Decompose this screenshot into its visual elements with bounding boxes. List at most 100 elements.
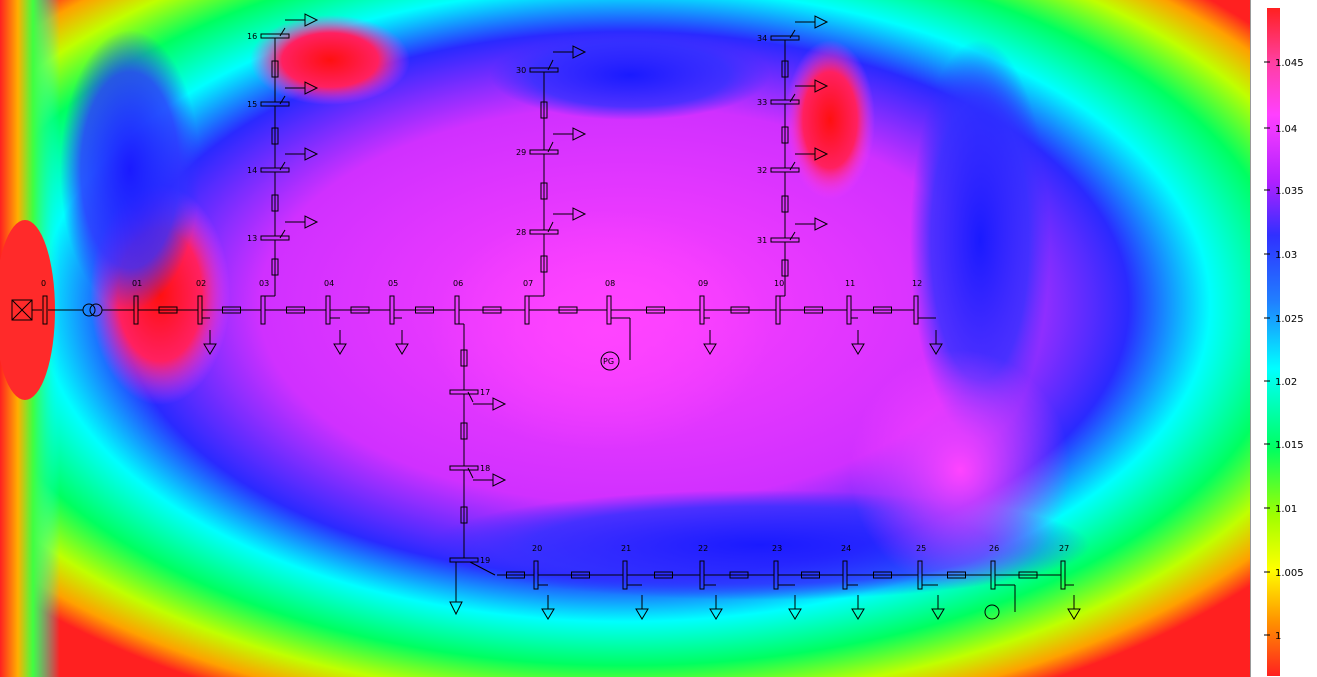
bus-label-b15: 15 [247,100,257,109]
load-arrow-right [304,147,319,161]
line-segment [547,221,554,233]
generator-symbol [984,604,1000,620]
load-arrow-down [851,343,865,355]
load-arrow-down [931,608,945,620]
impedance [222,306,241,314]
bus-label-b27: 27 [1059,544,1069,553]
line-segment [279,229,286,239]
impedance [781,195,789,213]
busbar [42,295,48,325]
bus-label-b34: 34 [757,34,767,43]
bus-label-b06: 06 [453,279,463,288]
legend-tick-label: 1.04 [1275,124,1297,135]
bus-label-b18: 18 [480,464,490,473]
bus-label-b29: 29 [516,148,526,157]
legend-tick-label: 1.025 [1275,314,1304,325]
bus-label-b24: 24 [841,544,851,553]
impedance [873,306,892,314]
bus-label-b02: 02 [196,279,206,288]
load-arrow-right [572,45,587,59]
load-arrow-down [851,608,865,620]
load-arrow-down [449,601,463,616]
line-segment [467,467,474,479]
load-arrow-right [492,397,507,411]
impedance [460,349,468,367]
impedance [801,571,820,579]
load-arrow-right [572,207,587,221]
load-arrow-down [709,608,723,620]
contour-red-34 [785,40,875,200]
impedance [158,306,178,314]
impedance [540,101,548,119]
contour-magenta-right [850,350,1070,590]
bus-label-b17: 17 [480,388,490,397]
line-segment [469,561,496,576]
load-arrow-right [814,15,829,29]
bus-label-b26: 26 [989,544,999,553]
load-arrow-right [304,215,319,229]
bus-label-b33: 33 [757,98,767,107]
bus-label-b32: 32 [757,166,767,175]
bus-label-b01: 01 [132,279,142,288]
generator-symbol [600,351,620,371]
busbar [529,67,559,73]
impedance [558,306,578,314]
impedance [1018,571,1038,579]
legend-tick-label: 1.03 [1275,250,1297,261]
impedance [730,306,750,314]
impedance [873,571,892,579]
line-segment [279,95,286,105]
busbar [449,557,479,563]
impedance [286,306,305,314]
impedance [804,306,823,314]
line-segment [789,29,796,39]
load-arrow-down [203,343,217,355]
bus-label-b11: 11 [845,279,855,288]
line-segment [789,231,796,241]
line-segment [279,27,286,37]
legend-tick-label: 1 [1275,631,1281,642]
legend-tick-label: 1.01 [1275,504,1297,515]
contour-blue-right [910,40,1050,440]
impedance [350,306,370,314]
load-arrow-down [333,343,347,355]
network-diagram [11,13,1081,620]
bus-label-b08: 08 [605,279,615,288]
load-arrow-right [814,79,829,93]
bus-label-b31: 31 [757,236,767,245]
line-segment [11,299,33,321]
bus-label-b16: 16 [247,32,257,41]
busbar [770,35,800,41]
bus-label-b07: 07 [523,279,533,288]
bus-label-b09: 09 [698,279,708,288]
bus-label-b05: 05 [388,279,398,288]
bus-label-b20: 20 [532,544,542,553]
impedance [540,255,548,273]
load-arrow-right [492,473,507,487]
bus-label-b28: 28 [516,228,526,237]
legend-tick-label: 1.005 [1275,568,1304,579]
impedance [947,571,966,579]
voltage-contour-map: 0 01 02 03 04 05 06 07 08 09 10 11 12 PG 13 14 15 16 28 29 3… [0,0,1250,677]
impedance [781,60,789,78]
impedance [781,126,789,144]
bus-label-b30: 30 [516,66,526,75]
load-arrow-down [929,343,943,355]
load-arrow-right [814,217,829,231]
load-arrow-right [814,147,829,161]
impedance [781,259,789,277]
impedance [460,506,468,524]
bus-label-b25: 25 [916,544,926,553]
impedance [271,258,279,276]
contour-red-left [0,220,55,400]
line-segment [789,93,796,103]
load-arrow-down [541,608,555,620]
load-arrow-down [703,343,717,355]
impedance [415,306,434,314]
bus-label-b00: 0 [41,279,46,288]
bus-label-b10: 10 [774,279,784,288]
contour-magenta-center [430,210,770,450]
load-arrow-right [572,127,587,141]
impedance [540,182,548,200]
impedance [271,194,279,212]
